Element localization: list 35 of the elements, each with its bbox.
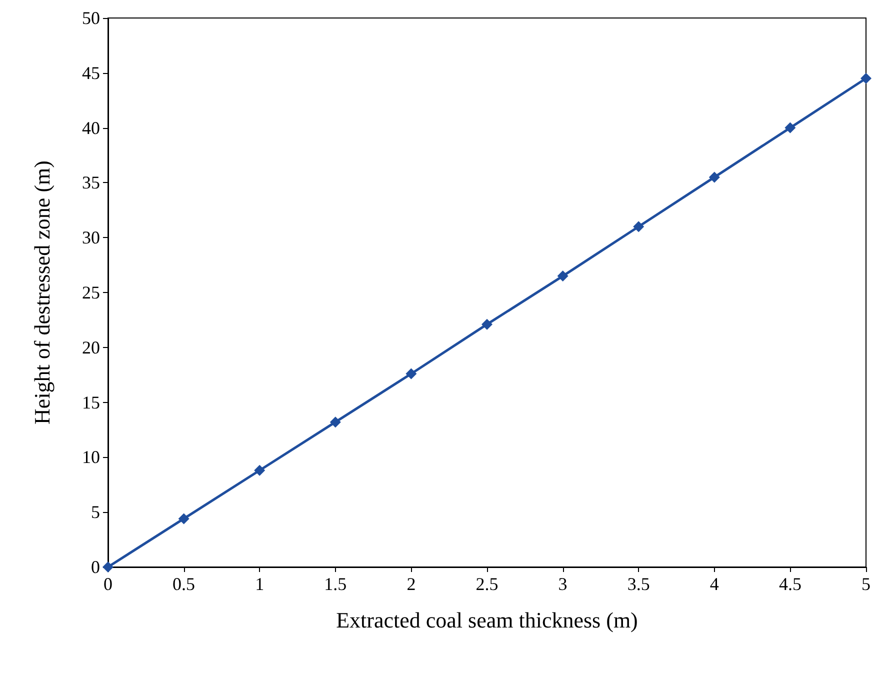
y-tick-label: 45	[82, 62, 100, 83]
point	[178, 513, 190, 524]
y-tick-label: 50	[82, 8, 100, 28]
point	[482, 318, 492, 330]
x-tick-label: 5	[862, 574, 870, 594]
point	[102, 562, 114, 572]
point	[860, 72, 872, 84]
x-tick-label: 0.5	[172, 574, 196, 594]
y-tick-label: 20	[82, 337, 100, 358]
point	[254, 464, 266, 476]
y-tick-label: 40	[82, 118, 100, 138]
y-tick-label: 5	[91, 502, 100, 522]
y-tick-label: 35	[82, 172, 100, 193]
x-tick-label: 4	[710, 574, 719, 594]
point	[784, 122, 796, 134]
point	[406, 368, 417, 380]
point	[708, 172, 720, 183]
x-tick-label: 1.5	[324, 574, 347, 594]
y-tick-label: 0	[91, 557, 100, 577]
y-tick-label: 10	[82, 447, 100, 468]
x-tick-label: 1	[255, 574, 264, 594]
x-tick-label: 3.5	[627, 574, 650, 594]
point	[330, 416, 341, 428]
x-tick-label: 0	[104, 574, 112, 594]
y-axis-title: Height of destressed zone (m)	[30, 160, 54, 424]
x-tick-label: 3	[558, 574, 568, 594]
x-tick-label: 4.5	[778, 574, 802, 594]
y-tick-label: 15	[82, 392, 100, 412]
x-tick-label: 2	[406, 574, 416, 594]
x-tick-label: 2.5	[476, 574, 498, 594]
point	[557, 270, 568, 282]
point	[633, 221, 644, 232]
x-axis-title: Extracted coal seam thickness (m)	[336, 608, 638, 632]
y-tick-label: 25	[82, 282, 100, 302]
y-tick-label: 30	[82, 228, 100, 248]
